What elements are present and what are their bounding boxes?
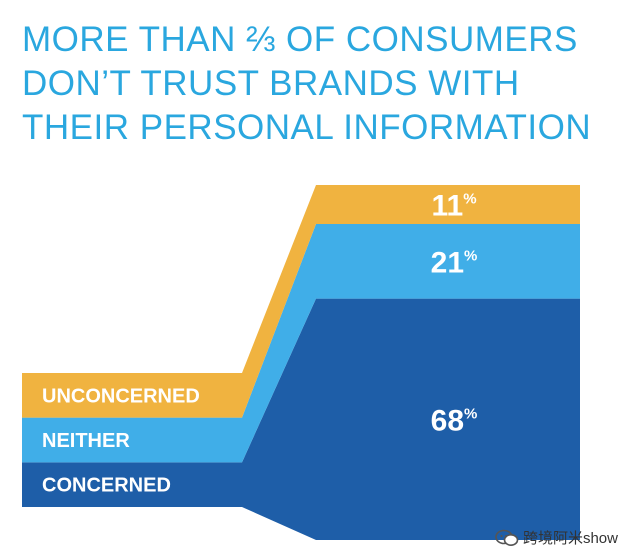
data-label-neither: 21%: [431, 246, 478, 279]
labels: CONCERNED 68% NEITHER 21% UNCONCERNED 11%: [42, 190, 477, 497]
title-line-3: THEIR PERSONAL INFORMATION: [22, 108, 592, 147]
band-concerned: [22, 298, 580, 540]
wechat-icon: [495, 529, 519, 546]
chart-title: MORE THAN ⅔ OF CONSUMERS DON’T TRUST BRA…: [22, 18, 622, 150]
band-unconcerned: [22, 185, 580, 418]
data-label-unconcerned: 11%: [431, 190, 476, 223]
title-line-2: DON’T TRUST BRANDS WITH: [22, 64, 520, 103]
watermark-text: 跨境阿米show: [522, 530, 618, 547]
legend-label-neither: NEITHER: [42, 430, 130, 452]
band-neither: [22, 224, 580, 463]
watermark: 跨境阿米show: [495, 527, 618, 548]
legend-label-unconcerned: UNCONCERNED: [42, 385, 200, 407]
area-bands: [22, 185, 580, 540]
data-label-concerned: 68%: [431, 404, 478, 437]
title-line-1: MORE THAN ⅔ OF CONSUMERS: [22, 20, 578, 59]
legend-label-concerned: CONCERNED: [42, 475, 171, 497]
